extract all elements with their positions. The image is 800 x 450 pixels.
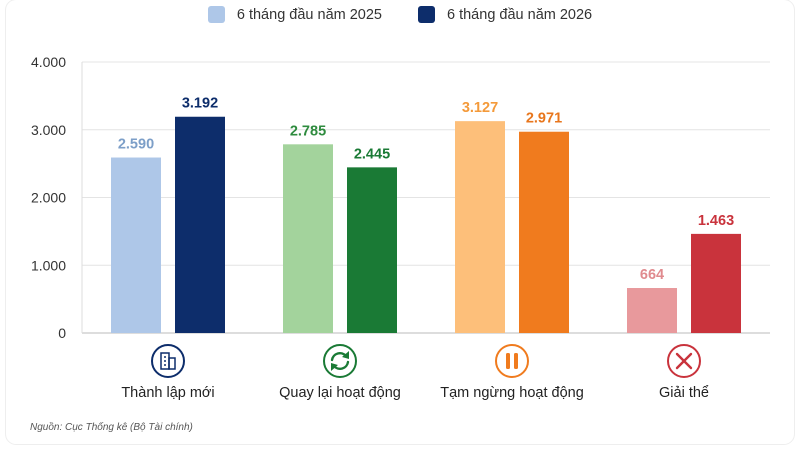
data-label: 2.971 <box>526 111 562 127</box>
bar <box>283 144 333 333</box>
legend-swatch-2026 <box>418 6 435 23</box>
legend-label-2026: 6 tháng đầu năm 2026 <box>447 6 593 23</box>
y-tick-label: 4.000 <box>31 54 66 70</box>
icon-circle <box>323 344 357 378</box>
pause-bar <box>514 353 518 369</box>
data-label: 664 <box>640 267 664 283</box>
y-tick-label: 1.000 <box>31 257 66 273</box>
legend-item-2025: 6 tháng đầu năm 2025 <box>207 6 382 23</box>
refresh-arrowhead <box>331 363 338 371</box>
y-tick-label: 0 <box>58 325 66 341</box>
close-stroke <box>675 352 693 370</box>
bar <box>519 131 569 333</box>
data-label: 2.445 <box>354 146 390 162</box>
legend-item-2026: 6 tháng đầu năm 2026 <box>418 6 592 23</box>
data-label: 1.463 <box>698 213 734 229</box>
data-label: 2.785 <box>290 123 326 139</box>
refresh-arrowhead <box>342 351 349 359</box>
x-category-label: Tạm ngừng hoạt động <box>440 385 584 401</box>
bar <box>627 288 677 333</box>
bar <box>455 121 505 333</box>
icon-circle <box>495 344 529 378</box>
y-tick-label: 3.000 <box>31 122 66 138</box>
source-note: Nguồn: Cục Thống kê (Bộ Tài chính) <box>30 422 193 433</box>
building-annex <box>168 357 176 370</box>
data-label: 2.590 <box>118 137 154 153</box>
y-tick-label: 2.000 <box>31 190 66 206</box>
legend: 6 tháng đầu năm 2025 6 tháng đầu năm 202… <box>0 6 800 23</box>
bar <box>347 167 397 333</box>
pause-icon <box>506 353 510 369</box>
bar <box>691 233 741 333</box>
bar <box>111 157 161 333</box>
x-category-label: Quay lại hoạt động <box>279 385 401 401</box>
bar <box>175 116 225 333</box>
data-label: 3.127 <box>462 100 498 116</box>
x-category-label: Thành lập mới <box>121 385 214 401</box>
data-label: 3.192 <box>182 96 218 112</box>
legend-label-2025: 6 tháng đầu năm 2025 <box>236 6 382 23</box>
icon-circle <box>151 344 185 378</box>
x-category-label: Giải thể <box>659 385 709 401</box>
legend-swatch-2025 <box>207 6 225 23</box>
